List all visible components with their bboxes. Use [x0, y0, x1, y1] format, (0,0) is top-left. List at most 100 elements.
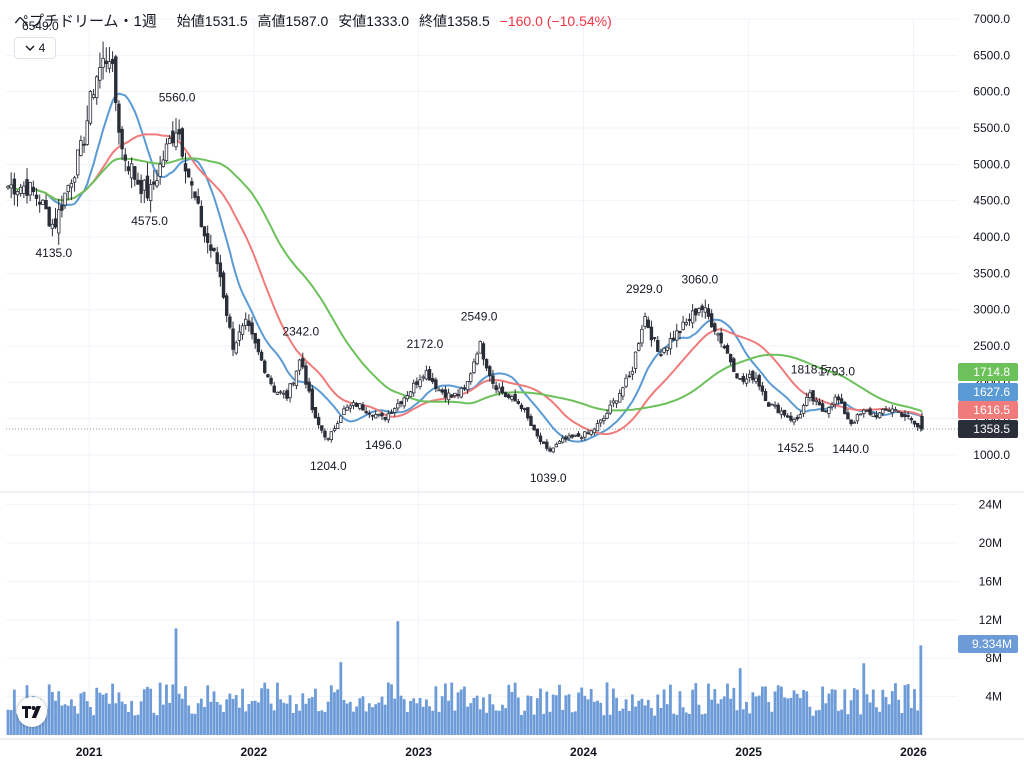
candle-body — [884, 408, 888, 411]
volume-tag — [958, 635, 1018, 653]
volume-bar — [206, 685, 210, 735]
volume-bar — [482, 697, 485, 735]
volume-bar — [650, 708, 653, 735]
time-axis-label: 2025 — [735, 745, 762, 759]
candle-body — [95, 76, 99, 99]
volume-bar — [390, 684, 393, 735]
volume-bar — [9, 710, 13, 735]
price-annotation: 1204.0 — [310, 459, 347, 473]
candle-body — [383, 417, 387, 420]
volume-bar — [472, 697, 476, 735]
candle-body — [529, 416, 533, 426]
volume-bar — [177, 693, 181, 735]
volume-bar — [513, 682, 517, 735]
candle-body — [573, 434, 578, 437]
volume-bar — [44, 709, 48, 735]
volume-bar — [47, 684, 51, 735]
candle-body — [564, 436, 568, 440]
volume-bar — [814, 710, 818, 735]
volume-bar — [380, 696, 384, 735]
volume-bar — [225, 699, 229, 735]
volume-bar — [412, 698, 416, 735]
volume-bar — [222, 711, 225, 735]
volume-bar — [459, 689, 463, 735]
candle-body — [405, 395, 410, 400]
candle-body — [450, 394, 454, 398]
candle-body — [101, 57, 105, 68]
volume-bar — [827, 693, 831, 735]
candle-body — [28, 182, 32, 196]
volume-bar — [754, 696, 758, 735]
candle-body — [85, 120, 89, 145]
candle-body — [269, 377, 273, 385]
volume-bar — [396, 621, 400, 735]
volume-bar — [884, 697, 888, 735]
volume-bar — [909, 707, 913, 735]
candle-body — [579, 437, 584, 440]
volume-bar — [919, 645, 923, 735]
volume-bar — [773, 691, 777, 735]
price-tag — [958, 420, 1018, 438]
indicators-toggle-button[interactable]: 4 — [14, 37, 56, 59]
volume-bar — [561, 709, 565, 735]
volume-bar — [155, 715, 159, 735]
candle-body — [611, 400, 616, 404]
volume-axis-label: 24M — [979, 498, 1002, 512]
volume-bar — [218, 704, 222, 735]
volume-bar — [12, 689, 16, 735]
volume-bar — [475, 695, 479, 735]
candle-body — [808, 392, 812, 398]
tradingview-logo[interactable] — [17, 697, 47, 727]
candle-body — [123, 154, 127, 161]
candle-body — [801, 405, 806, 414]
volume-bar — [703, 713, 707, 735]
candle-body — [741, 375, 746, 382]
candle-body — [792, 419, 796, 423]
candle-body — [795, 417, 799, 420]
volume-bar — [193, 713, 197, 735]
candle-body — [53, 218, 58, 228]
price-annotation: 1496.0 — [365, 438, 402, 452]
candle-body — [145, 175, 150, 199]
volume-bar — [336, 689, 340, 735]
candle-body — [640, 328, 644, 344]
volume-bar — [722, 696, 726, 735]
candle-body — [212, 247, 216, 252]
volume-bar — [770, 711, 774, 735]
volume-bar — [729, 698, 733, 735]
candle-body — [256, 338, 261, 353]
volume-bar — [431, 710, 435, 735]
candle-body — [237, 331, 242, 341]
price-axis[interactable]: 1000.01500.02000.02500.03000.03500.04000… — [76, 12, 1011, 759]
candle-body — [912, 420, 917, 425]
candle-body — [637, 343, 641, 351]
candle-body — [332, 428, 337, 431]
volume-bar — [215, 701, 219, 735]
volume-bar — [821, 686, 824, 735]
candle-body — [171, 130, 175, 144]
candle-body — [874, 414, 879, 418]
candle-body — [228, 316, 232, 328]
candle-body — [358, 403, 362, 409]
volume-bar — [73, 705, 76, 735]
volume-bar — [792, 690, 796, 735]
volume-bar — [79, 693, 83, 735]
volume-bar — [897, 699, 901, 735]
candle-body — [440, 389, 444, 393]
volume-bar — [174, 628, 178, 735]
price-axis-label: 1000.0 — [973, 448, 1010, 462]
candle-body — [589, 430, 593, 435]
symbol-title[interactable]: ペプチドリーム・1週 — [14, 13, 157, 30]
volume-bar — [66, 705, 70, 735]
volume-bar — [231, 698, 235, 735]
volume-bar — [329, 685, 333, 735]
price-annotation: 4135.0 — [36, 246, 73, 260]
candle-body — [903, 414, 907, 418]
price-axis-label: 3000.0 — [973, 303, 1010, 317]
volume-bar — [424, 699, 428, 735]
volume-bar — [738, 668, 742, 735]
candlestick-series — [6, 41, 924, 454]
candle-body — [462, 387, 467, 390]
volume-bar — [589, 689, 593, 735]
